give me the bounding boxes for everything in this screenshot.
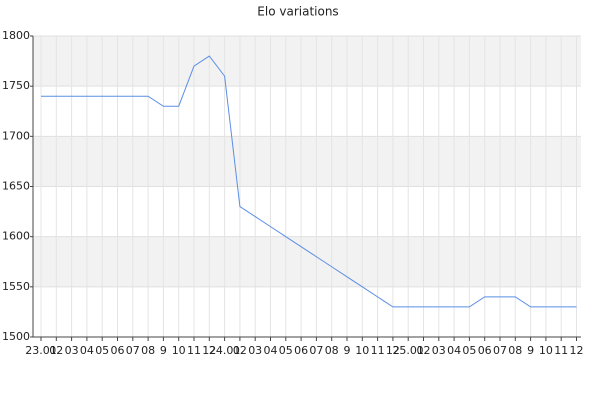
x-tick-label: 04 <box>447 344 461 357</box>
x-tick-label: 08 <box>508 344 522 357</box>
x-tick-label: 05 <box>279 344 293 357</box>
x-tick-label: 06 <box>478 344 492 357</box>
y-tick-label: 1600 <box>2 230 30 243</box>
x-tick-label: 07 <box>309 344 323 357</box>
x-tick-label: 11 <box>187 344 201 357</box>
x-tick-label: 04 <box>80 344 94 357</box>
x-tick-label: 12 <box>386 344 400 357</box>
x-tick-label: 03 <box>65 344 79 357</box>
x-tick-label: 25.01 <box>392 344 424 357</box>
y-tick-label: 1550 <box>2 280 30 293</box>
x-tick-label: 08 <box>325 344 339 357</box>
line-series <box>41 55 577 308</box>
x-tick-label: 02 <box>49 344 63 357</box>
y-tick-label: 1800 <box>2 29 30 42</box>
x-tick-label: 9 <box>344 344 351 357</box>
x-tick-label: 10 <box>172 344 186 357</box>
x-tick-label: 05 <box>462 344 476 357</box>
x-tick-label: 06 <box>294 344 308 357</box>
x-tick-label: 07 <box>493 344 507 357</box>
chart-title: Elo variations <box>257 5 338 19</box>
grid-band <box>33 36 581 87</box>
x-tick-label: 23.01 <box>25 344 57 357</box>
x-tick-label: 9 <box>527 344 534 357</box>
x-tick-label: 03 <box>432 344 446 357</box>
x-tick-label: 11 <box>554 344 568 357</box>
x-tick-label: 10 <box>355 344 369 357</box>
x-tick-label: 04 <box>264 344 278 357</box>
x-tick-label: 02 <box>233 344 247 357</box>
y-tick-label: 1750 <box>2 79 30 92</box>
x-tick-label: 02 <box>417 344 431 357</box>
y-tick-label: 1500 <box>2 330 30 343</box>
grid-band <box>33 136 581 187</box>
x-tick-label: 07 <box>126 344 140 357</box>
x-tick-label: 10 <box>539 344 553 357</box>
x-tick-label: 9 <box>160 344 167 357</box>
y-tick-label: 1650 <box>2 180 30 193</box>
x-tick-label: 12 <box>570 344 584 357</box>
x-tick-label: 08 <box>141 344 155 357</box>
x-tick-label: 03 <box>248 344 262 357</box>
x-tick-label: 05 <box>95 344 109 357</box>
x-tick-label: 11 <box>371 344 385 357</box>
x-tick-label: 24.01 <box>209 344 241 357</box>
grid-band <box>33 236 581 287</box>
x-tick-label: 06 <box>111 344 125 357</box>
x-tick-label: 12 <box>202 344 216 357</box>
y-tick-label: 1700 <box>2 129 30 142</box>
